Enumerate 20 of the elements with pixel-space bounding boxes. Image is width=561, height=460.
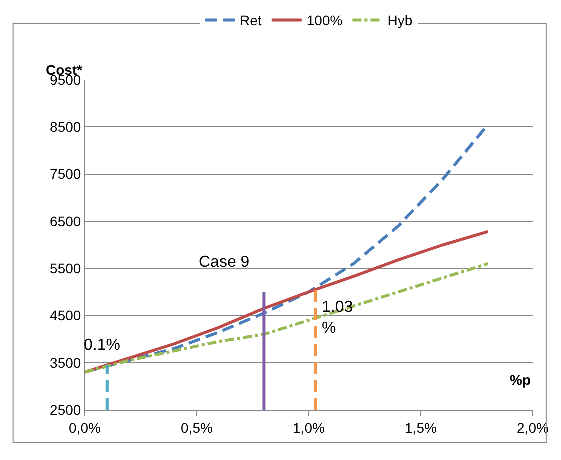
x-tick-label: 0,0%	[69, 420, 101, 436]
annotation: Case 9	[199, 254, 250, 271]
legend-label: 100%	[306, 12, 343, 29]
y-tick-label: 5500	[50, 260, 82, 276]
x-tick-label: 1,5%	[405, 420, 437, 436]
x-axis-title: %p	[510, 372, 531, 388]
y-tick-label: 7500	[50, 166, 82, 182]
x-tick-label: 0,5%	[181, 420, 213, 436]
legend-label: Ret	[240, 12, 262, 29]
legend-label: Hyb	[388, 12, 413, 29]
annotation: 1.03 %	[322, 299, 354, 337]
x-tick-label: 2,0%	[517, 420, 549, 436]
y-tick-label: 3500	[50, 354, 82, 371]
x-tick-label: 1,0%	[293, 420, 325, 436]
y-tick-label: 4500	[50, 308, 82, 324]
annotation: 0.1%	[84, 337, 120, 354]
y-tick-label: 2500	[50, 402, 82, 418]
y-tick-label: 8500	[50, 119, 82, 136]
line-series	[85, 230, 490, 374]
y-tick-label: 6500	[50, 213, 82, 230]
